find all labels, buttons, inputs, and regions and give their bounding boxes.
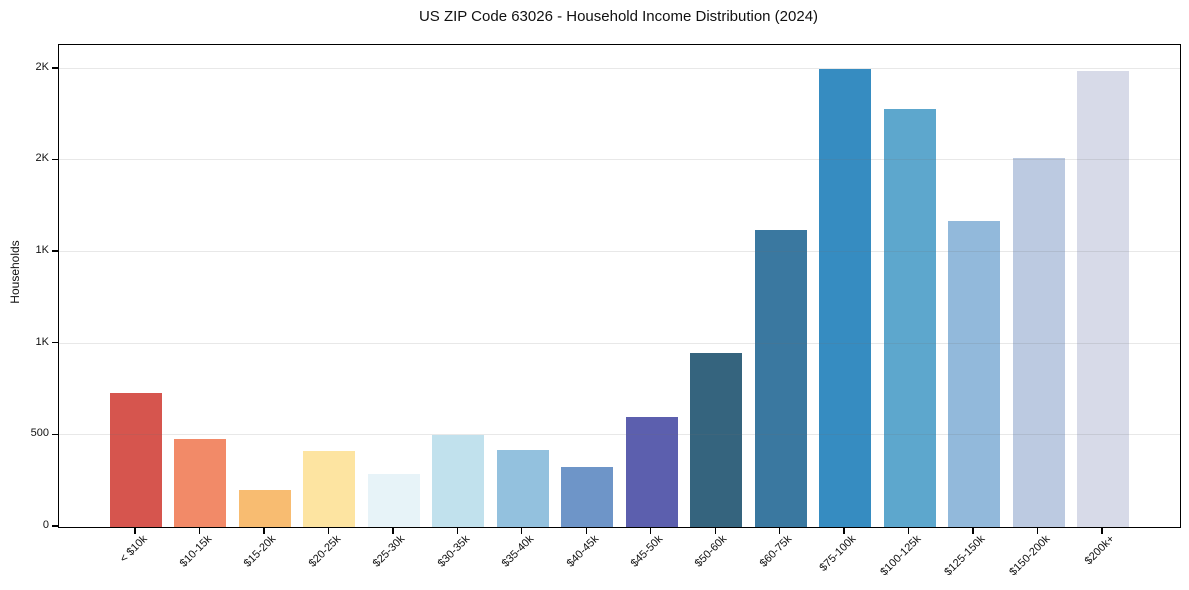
x-tick-label: $60-75k [757,533,795,570]
x-tick-label: $35-40k [499,533,537,570]
bar-$75-100k [819,68,872,527]
x-tick-mark [327,527,330,534]
x-tick-mark [1101,527,1103,534]
y-tick-mark [52,342,58,344]
x-tick-mark [198,527,201,534]
y-tick-mark [52,250,58,252]
bar-$25-30k [367,473,420,527]
bar-$40-45k [561,467,614,527]
gridline [59,434,1180,436]
y-tick-mark [52,67,58,69]
bar-$150-200k [1012,157,1065,527]
x-tick-label: $45-50k [628,533,666,570]
y-tick-label: 0 [42,519,49,531]
bar-$200k+ [1077,70,1129,527]
x-tick-mark [650,527,652,534]
bar-$45-50k [625,417,678,527]
bar-$60-75k [754,230,807,527]
bar-$100-125k [883,109,936,527]
bar-$125-150k [948,220,1001,527]
x-tick-label: $10-15k [177,533,214,570]
x-tick-label: $20-25k [306,533,343,570]
y-tick-label: 1K [35,244,49,257]
x-tick-mark [972,527,974,534]
bar-$15-20k [238,490,291,527]
bar-$35-40k [496,450,549,527]
y-tick-label: 2K [35,60,49,73]
x-tick-mark [1036,527,1039,534]
x-tick-label: $25-30k [370,533,408,570]
x-tick-label: $75-100k [817,533,859,574]
x-tick-mark [907,527,910,534]
bar-$20-25k [303,450,356,527]
x-tick-label: $40-45k [564,533,601,570]
bar-< $10k [110,393,162,527]
gridline [59,251,1180,253]
y-tick-mark [52,525,58,527]
x-tick-mark [585,527,587,534]
x-tick-mark [456,527,459,534]
x-tick-label: $200k+ [1082,533,1117,568]
gridline [59,159,1180,161]
y-tick-label: 500 [30,427,49,440]
gridline [59,342,1180,344]
plot-area [58,44,1181,528]
x-tick-label: $15-20k [241,533,279,570]
bar-$30-35k [432,435,485,527]
y-tick-label: 2K [35,152,49,165]
bar-$50-60k [690,352,743,527]
x-tick-mark [263,527,265,534]
x-tick-label: $100-125k [877,533,924,579]
y-tick-mark [52,158,58,161]
x-tick-label: $125-150k [942,533,988,579]
bar-$10-15k [174,439,227,527]
x-tick-label: $150-200k [1006,533,1053,579]
y-axis-label: Households [8,240,22,304]
x-tick-label: $30-35k [435,533,472,570]
x-tick-mark [134,527,136,534]
x-tick-mark [392,527,394,534]
y-tick-mark [52,433,58,436]
x-tick-mark [778,527,781,534]
x-tick-mark [843,527,845,534]
x-tick-mark [521,527,523,534]
gridline [59,67,1180,69]
chart-title: US ZIP Code 63026 - Household Income Dis… [418,8,819,25]
x-tick-label: $50-60k [693,533,730,570]
y-tick-label: 1K [35,335,49,348]
x-tick-mark [714,527,716,534]
x-tick-label: < $10k [117,533,150,566]
